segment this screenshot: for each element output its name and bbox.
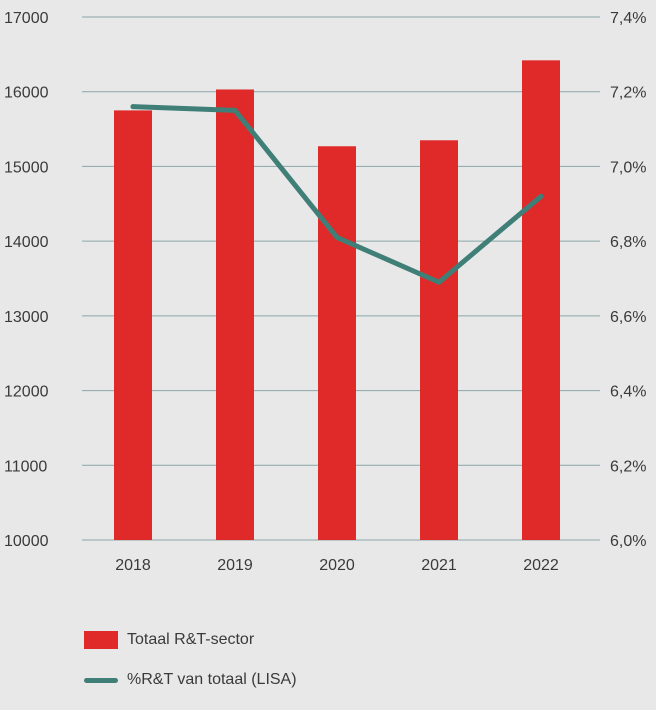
left-tick-label: 13000 — [4, 309, 49, 326]
line-point — [130, 104, 136, 110]
legend-label-bar: Totaal R&T-sector — [127, 631, 255, 648]
legend-swatch-line — [84, 677, 118, 683]
x-tick-label: 2019 — [217, 557, 253, 574]
right-tick-label: 6,4% — [610, 384, 646, 401]
right-tick-label: 7,4% — [610, 10, 646, 27]
left-tick-label: 14000 — [4, 234, 49, 251]
legend-item-bar: Totaal R&T-sector — [84, 630, 297, 650]
right-tick-label: 6,0% — [610, 533, 646, 550]
x-tick-label: 2021 — [421, 557, 457, 574]
left-tick-label: 12000 — [4, 384, 49, 401]
legend: Totaal R&T-sector %R&T van totaal (LISA) — [84, 630, 297, 710]
right-tick-label: 6,2% — [610, 458, 646, 475]
left-axis-ticks: 10000 11000 12000 13000 14000 15000 16000 17000 — [4, 10, 49, 550]
line-point — [436, 279, 442, 285]
x-tick-label: 2018 — [115, 557, 151, 574]
chart: 10000 11000 12000 13000 14000 15000 16000 17000… — [4, 10, 646, 574]
line-point — [232, 107, 238, 113]
left-tick-label: 15000 — [4, 159, 49, 176]
line-series — [130, 104, 544, 285]
right-tick-label: 6,6% — [610, 309, 646, 326]
legend-swatch-bar — [84, 631, 118, 649]
bar-series — [114, 60, 560, 541]
left-tick-label: 11000 — [4, 458, 47, 475]
bar — [420, 140, 458, 540]
bar — [318, 146, 356, 540]
line-point — [538, 193, 544, 199]
line-point — [334, 234, 340, 240]
legend-item-line: %R&T van totaal (LISA) — [84, 670, 297, 690]
bar — [522, 60, 560, 540]
x-tick-label: 2020 — [319, 557, 355, 574]
right-axis-ticks: 6,0% 6,2% 6,4% 6,6% 6,8% 7,0% 7,2% 7,4% — [610, 10, 646, 550]
bar — [114, 110, 152, 541]
right-tick-label: 7,0% — [610, 159, 646, 176]
left-tick-label: 10000 — [4, 533, 49, 550]
right-tick-label: 7,2% — [610, 85, 646, 102]
left-tick-label: 17000 — [4, 10, 49, 27]
bar — [216, 89, 254, 541]
x-tick-label: 2022 — [523, 557, 559, 574]
x-axis-ticks: 2018 2019 2020 2021 2022 — [115, 557, 559, 574]
legend-label-line: %R&T van totaal (LISA) — [127, 671, 297, 688]
right-tick-label: 6,8% — [610, 234, 646, 251]
left-tick-label: 16000 — [4, 85, 49, 102]
